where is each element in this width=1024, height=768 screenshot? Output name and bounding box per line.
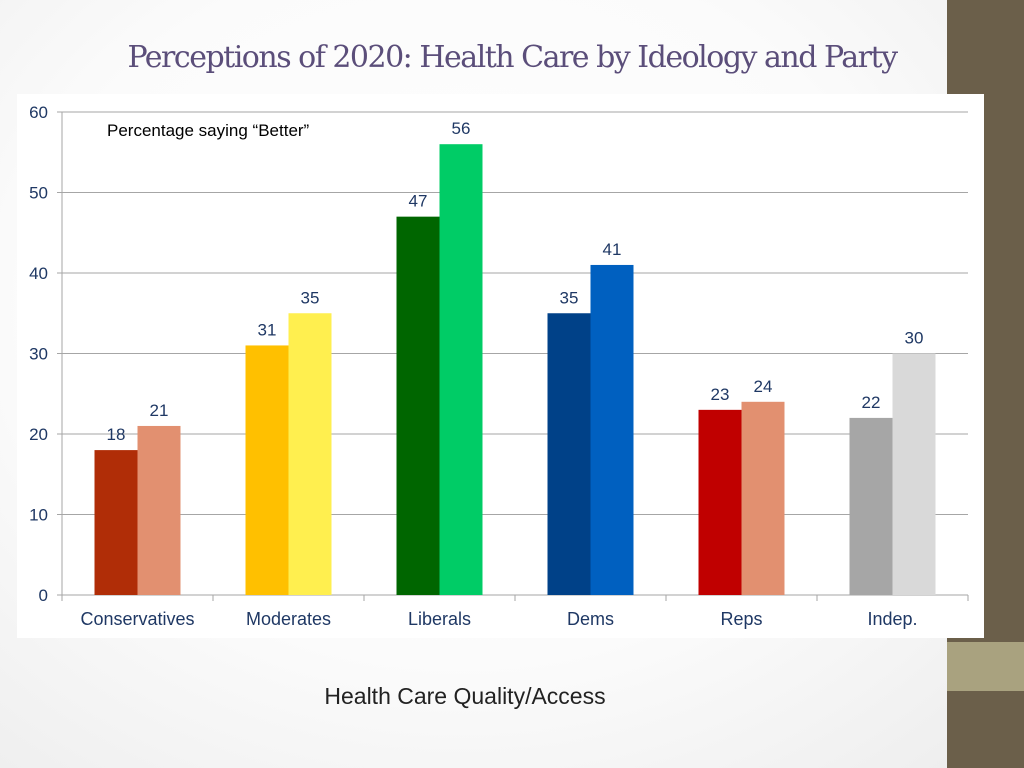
bar-right xyxy=(439,144,483,595)
x-category-label: Liberals xyxy=(408,609,471,629)
chart-panel: 0 10 20 30 40 50 60 18 21 Conservatives 31 35 Modera… xyxy=(17,94,984,638)
side-accent xyxy=(947,642,1024,691)
data-label-right: 56 xyxy=(452,119,471,138)
chart-annotation: Percentage saying “Better” xyxy=(107,121,310,140)
bar-left xyxy=(849,417,893,595)
data-label-right: 21 xyxy=(150,401,169,420)
bar-right xyxy=(590,264,634,595)
chart-caption: Health Care Quality/Access xyxy=(324,683,606,709)
bar-left xyxy=(396,216,440,595)
slide-title: Perceptions of 2020: Health Care by Ideo… xyxy=(127,40,898,75)
bar-right xyxy=(741,401,785,595)
y-tick-label: 30 xyxy=(29,345,48,364)
x-category-label: Indep. xyxy=(867,609,917,629)
y-tick-label: 50 xyxy=(29,184,48,203)
y-tick-label: 20 xyxy=(29,425,48,444)
x-category-label: Dems xyxy=(567,609,614,629)
y-tick-label: 10 xyxy=(29,506,48,525)
data-label-left: 18 xyxy=(107,425,126,444)
bar-right xyxy=(892,353,936,595)
data-label-left: 31 xyxy=(258,320,277,339)
y-tick-label: 60 xyxy=(29,103,48,122)
bar-right xyxy=(137,425,181,595)
data-label-right: 41 xyxy=(603,240,622,259)
data-label-right: 35 xyxy=(301,288,320,307)
bar-right xyxy=(288,313,332,595)
data-label-left: 47 xyxy=(409,192,428,211)
bar-left xyxy=(698,409,742,595)
y-tick-label: 40 xyxy=(29,264,48,283)
bar-left xyxy=(94,450,138,595)
data-label-left: 23 xyxy=(711,385,730,404)
bar-left xyxy=(547,313,591,595)
x-category-label: Reps xyxy=(720,609,762,629)
y-tick-label: 0 xyxy=(39,586,48,605)
bar-left xyxy=(245,345,289,595)
data-label-right: 30 xyxy=(905,329,924,348)
data-label-left: 22 xyxy=(862,393,881,412)
data-label-right: 24 xyxy=(754,377,773,396)
x-category-label: Moderates xyxy=(246,609,331,629)
data-label-left: 35 xyxy=(560,288,579,307)
bar-chart: 0 10 20 30 40 50 60 18 21 Conservatives 31 35 Modera… xyxy=(29,103,969,629)
x-category-label: Conservatives xyxy=(80,609,194,629)
